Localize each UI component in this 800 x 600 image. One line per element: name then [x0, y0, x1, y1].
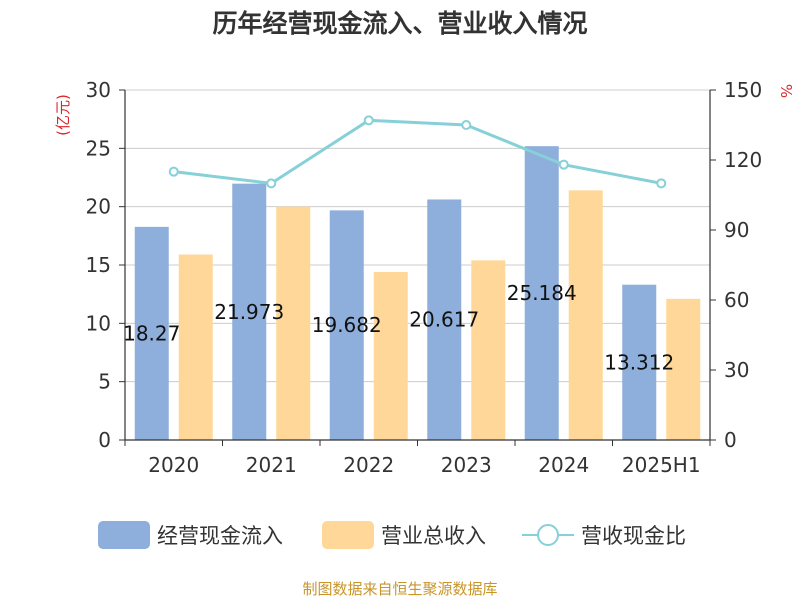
right-tick-label: 120: [724, 148, 762, 172]
x-tick-label: 2022: [343, 453, 394, 477]
source-note: 制图数据来自恒生聚源数据库: [302, 580, 497, 598]
x-tick-label: 2023: [441, 453, 492, 477]
legend: 经营现金流入 营业总收入 营收现金比: [98, 521, 686, 549]
bar-data-label: 21.973: [214, 300, 284, 324]
bar-data-label: 19.682: [312, 313, 382, 337]
legend-label-revenue: 营业总收入: [381, 524, 486, 548]
ratio-point: [656, 178, 667, 189]
left-tick-label: 0: [98, 428, 111, 452]
legend-marker-ratio: [537, 524, 559, 546]
left-tick-label: 20: [86, 195, 111, 219]
bars: [134, 146, 701, 441]
ratio-point: [168, 166, 179, 177]
left-tick-label: 10: [86, 311, 111, 335]
right-tick-label: 0: [724, 428, 737, 452]
legend-label-ratio: 营收现金比: [581, 524, 686, 548]
chart-title: 历年经营现金流入、营业收入情况: [212, 9, 587, 38]
ratio-point: [266, 178, 277, 189]
legend-label-cash-inflow: 经营现金流入: [157, 524, 283, 548]
bar-data-label: 20.617: [409, 308, 479, 332]
bar-revenue: [373, 272, 408, 440]
x-tick-label: 2025H1: [622, 453, 701, 477]
ratio-line-path: [173, 118, 662, 185]
right-tick-label: 30: [724, 358, 749, 382]
bar-revenue: [276, 206, 311, 440]
x-tick-label: 2021: [246, 453, 297, 477]
x-tick-label: 2020: [148, 453, 199, 477]
data-labels: 18.27 21.973 19.682 20.617 25.184 13.312: [123, 281, 674, 374]
bar-revenue: [666, 298, 701, 440]
grid-lines: [125, 89, 710, 383]
bar-cash-inflow: [427, 199, 462, 440]
left-tick-label: 30: [86, 78, 111, 102]
right-tick-label: 60: [724, 288, 749, 312]
bar-cash-inflow: [524, 146, 559, 441]
axes: 0 5 10 15 20 25 30 0 30 60 90 120 150 2020 2021 2022 202…: [86, 78, 763, 477]
right-axis-unit: %: [777, 84, 795, 98]
bar-data-label: 18.27: [123, 321, 180, 345]
left-tick-label: 5: [98, 370, 111, 394]
bar-cash-inflow: [134, 226, 169, 440]
legend-swatch-cash-inflow: [98, 521, 150, 549]
left-tick-label: 25: [86, 136, 111, 160]
bar-cash-inflow: [622, 284, 657, 440]
bar-revenue: [568, 190, 603, 440]
bar-cash-inflow: [329, 210, 364, 440]
bar-revenue: [471, 260, 506, 440]
ratio-point: [363, 115, 374, 126]
ratio-point: [461, 120, 472, 130]
left-axis-unit: (亿元): [54, 94, 72, 136]
right-tick-label: 90: [724, 218, 749, 242]
bar-cash-inflow: [232, 183, 267, 441]
ratio-line: [168, 115, 667, 189]
bar-data-label: 13.312: [604, 350, 674, 374]
legend-swatch-revenue: [322, 521, 374, 549]
ratio-point: [558, 159, 569, 170]
left-tick-label: 15: [86, 253, 111, 277]
x-tick-label: 2024: [538, 453, 589, 477]
right-tick-label: 150: [724, 78, 762, 102]
bar-data-label: 25.184: [507, 281, 577, 305]
bar-revenue: [178, 254, 213, 440]
